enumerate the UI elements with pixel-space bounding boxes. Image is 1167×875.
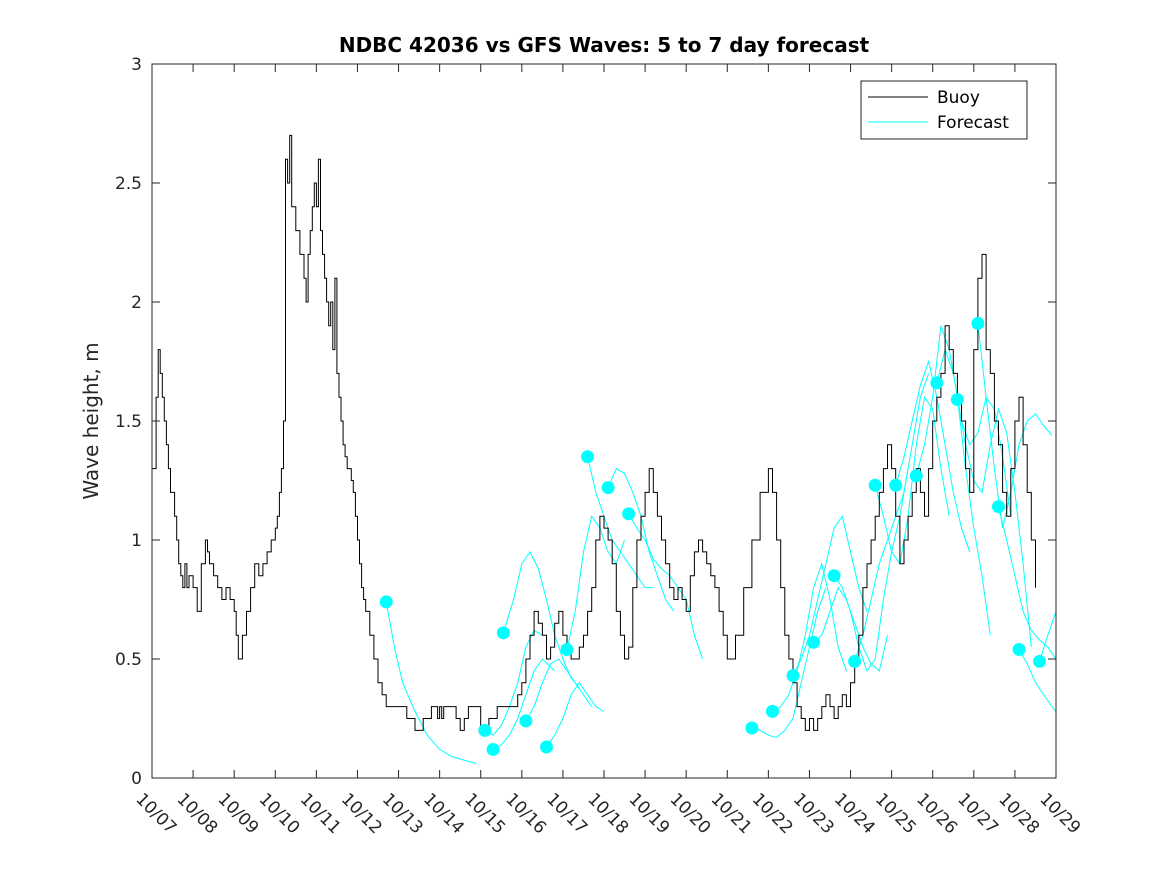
forecast-series-line bbox=[385, 601, 477, 765]
forecast-start-point bbox=[478, 723, 492, 737]
y-tick-label: 0.5 bbox=[115, 650, 142, 670]
forecast-series-line bbox=[1018, 649, 1057, 712]
forecast-start-point bbox=[486, 742, 500, 756]
forecast-start-point bbox=[496, 626, 510, 640]
forecast-start-point bbox=[601, 481, 615, 495]
forecast-series-line bbox=[792, 514, 868, 676]
forecast-series-line bbox=[525, 658, 593, 722]
forecast-series-line bbox=[492, 658, 556, 750]
legend: Buoy Forecast bbox=[860, 80, 1028, 140]
forecast-start-point bbox=[909, 469, 923, 483]
forecast-start-point bbox=[807, 635, 821, 649]
forecast-series-line bbox=[956, 399, 1032, 648]
y-axis: 0 0.5 1 1.5 2 2.5 3 bbox=[115, 55, 1056, 789]
forecast-series-line bbox=[772, 561, 847, 712]
forecast-series-line bbox=[1039, 611, 1057, 662]
forecast-start-point bbox=[519, 714, 533, 728]
y-axis-label: Wave height, m bbox=[79, 342, 103, 499]
forecast-series-line bbox=[587, 456, 654, 589]
forecast-start-point bbox=[848, 654, 862, 668]
forecast-start-point bbox=[622, 507, 636, 521]
y-tick-label: 1 bbox=[131, 531, 142, 551]
y-tick-label: 1.5 bbox=[115, 412, 142, 432]
y-tick-label: 0 bbox=[131, 769, 142, 789]
forecast-start-point bbox=[1033, 654, 1047, 668]
plot-area bbox=[152, 134, 1057, 765]
forecast-start-point bbox=[930, 376, 944, 390]
forecast-start-point bbox=[745, 721, 759, 735]
forecast-series-line bbox=[833, 468, 909, 672]
forecast-series-line bbox=[546, 681, 605, 748]
legend-box bbox=[860, 80, 1028, 140]
forecast-start-point bbox=[560, 642, 574, 656]
forecast-series-line bbox=[502, 550, 580, 688]
forecast-series-line bbox=[484, 629, 543, 736]
forecast-start-point bbox=[786, 669, 800, 683]
forecast-start-point bbox=[581, 450, 595, 464]
forecast-series-line bbox=[566, 514, 625, 650]
forecast-start-point bbox=[379, 595, 393, 609]
forecast-start-point bbox=[539, 740, 553, 754]
forecast-start-points bbox=[379, 316, 1047, 756]
buoy-line bbox=[152, 134, 1036, 731]
y-tick-label: 2.5 bbox=[115, 174, 142, 194]
y-tick-label: 2 bbox=[131, 293, 142, 313]
forecast-start-point bbox=[991, 500, 1005, 514]
forecast-start-point bbox=[868, 478, 882, 492]
chart-title: NDBC 42036 vs GFS Waves: 5 to 7 day fore… bbox=[339, 33, 870, 57]
forecast-start-point bbox=[765, 704, 779, 718]
forecast-start-point bbox=[889, 478, 903, 492]
forecast-series-line bbox=[751, 587, 827, 739]
forecast-start-point bbox=[971, 316, 985, 330]
forecast-series-line bbox=[998, 506, 1057, 660]
forecast-series-line bbox=[854, 373, 930, 662]
legend-forecast-label: Forecast bbox=[937, 113, 1009, 133]
legend-buoy-label: Buoy bbox=[937, 88, 980, 108]
forecast-start-point bbox=[950, 393, 964, 407]
forecast-start-point bbox=[1012, 642, 1026, 656]
buoy-series-line bbox=[152, 134, 1036, 731]
y-tick-label: 3 bbox=[131, 55, 142, 75]
forecast-start-point bbox=[827, 569, 841, 583]
